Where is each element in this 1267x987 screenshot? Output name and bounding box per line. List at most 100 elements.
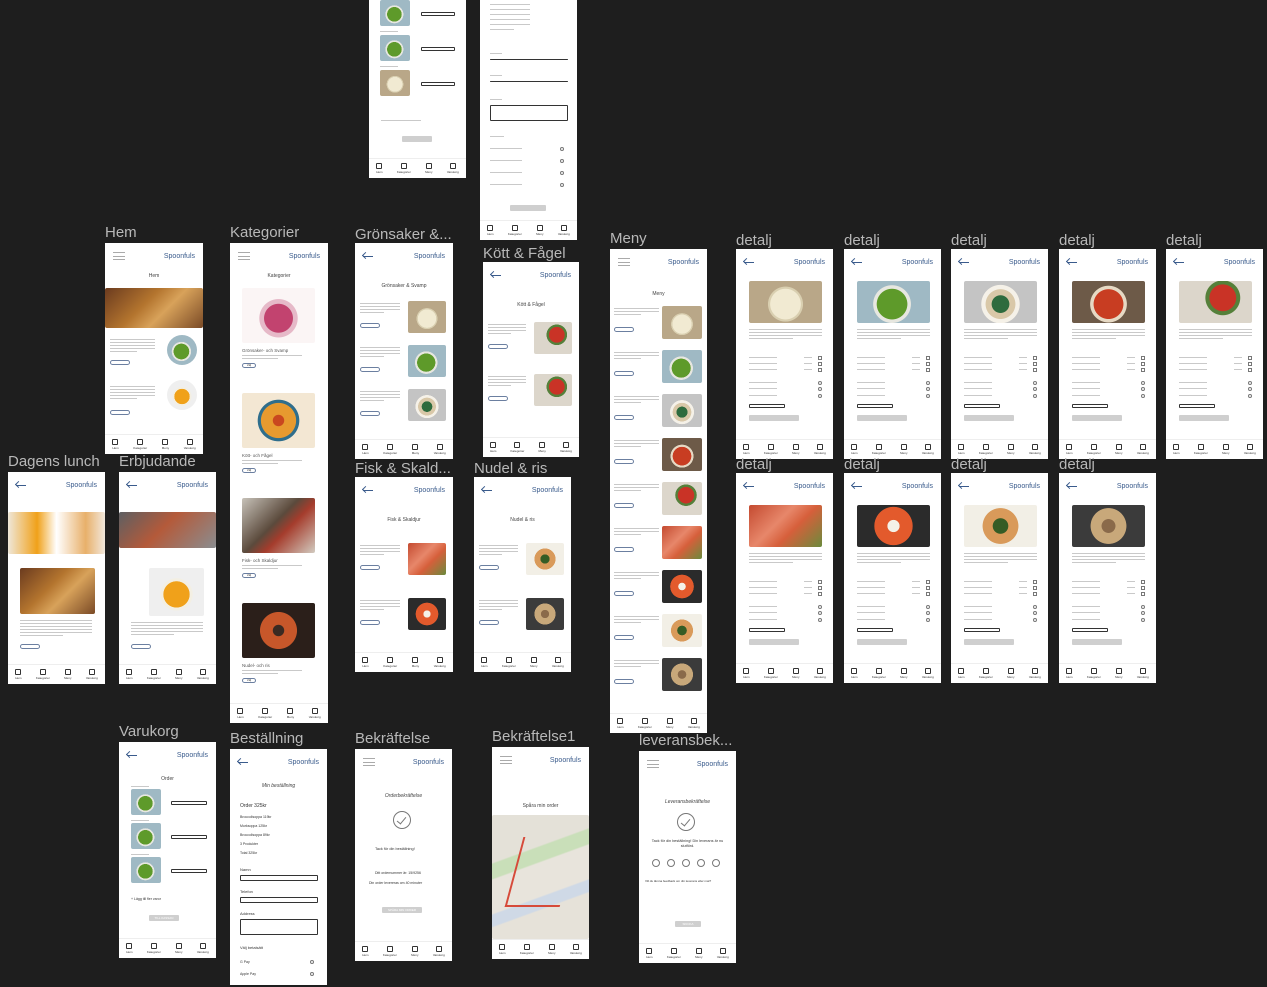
- nav-item-meny[interactable]: Meny: [175, 669, 182, 680]
- quantity-stepper[interactable]: [421, 47, 455, 51]
- option-radio[interactable]: [1033, 611, 1037, 615]
- option-checkbox[interactable]: [926, 592, 930, 596]
- nav-item-hem[interactable]: Hem: [1066, 444, 1073, 455]
- option-radio[interactable]: [926, 387, 930, 391]
- nav-item-varukorg[interactable]: Varukorg: [922, 444, 934, 455]
- nav-item-hem[interactable]: Hem: [481, 657, 488, 668]
- action-button[interactable]: SPÅRA MIN ORDER: [382, 907, 422, 913]
- nav-item-kategorier[interactable]: Kategorier: [1087, 668, 1101, 679]
- payment-radio[interactable]: [310, 960, 314, 964]
- action-button[interactable]: [1072, 415, 1122, 421]
- option-radio[interactable]: [1141, 611, 1145, 615]
- option-checkbox[interactable]: [926, 586, 930, 590]
- choose-button[interactable]: [360, 323, 380, 328]
- action-button[interactable]: [964, 415, 1014, 421]
- option-radio[interactable]: [1033, 387, 1037, 391]
- quantity-stepper[interactable]: [171, 801, 207, 805]
- nav-item-hem[interactable]: Hem: [851, 444, 858, 455]
- option-checkbox[interactable]: [1141, 356, 1145, 360]
- form-field[interactable]: [490, 105, 568, 121]
- choose-button[interactable]: [614, 371, 634, 376]
- nav-item-varukorg[interactable]: Varukorg: [1029, 668, 1041, 679]
- nav-item-varukorg[interactable]: Varukorg: [434, 444, 446, 455]
- option-checkbox[interactable]: [926, 356, 930, 360]
- action-button[interactable]: [402, 136, 432, 142]
- nav-item-kategorier[interactable]: Kategorier: [508, 225, 522, 236]
- nav-item-varukorg[interactable]: Varukorg: [1137, 444, 1149, 455]
- quantity-stepper[interactable]: [1072, 404, 1108, 408]
- nav-item-varukorg[interactable]: Varukorg: [433, 946, 445, 957]
- back-arrow-icon[interactable]: [127, 481, 137, 489]
- nav-item-hem[interactable]: Hem: [487, 225, 494, 236]
- option-radio[interactable]: [1033, 381, 1037, 385]
- choose-button[interactable]: [614, 327, 634, 332]
- nav-item-meny[interactable]: Meny: [792, 668, 799, 679]
- option-radio[interactable]: [818, 618, 822, 622]
- form-field[interactable]: [240, 919, 318, 935]
- nav-item-meny[interactable]: Meny: [1115, 668, 1122, 679]
- nav-item-hem[interactable]: Hem: [958, 444, 965, 455]
- nav-item-meny[interactable]: Meny: [1007, 444, 1014, 455]
- nav-item-varukorg[interactable]: Varukorg: [688, 718, 700, 729]
- quantity-stepper[interactable]: [171, 869, 207, 873]
- nav-item-hem[interactable]: Hem: [1173, 444, 1180, 455]
- quantity-stepper[interactable]: [1179, 404, 1215, 408]
- nav-item-hem[interactable]: Hem: [15, 669, 22, 680]
- nav-item-meny[interactable]: Meny: [64, 669, 71, 680]
- nav-item-varukorg[interactable]: Varukorg: [434, 657, 446, 668]
- back-arrow-icon[interactable]: [744, 258, 754, 266]
- nav-item-kategorier[interactable]: Kategorier: [383, 946, 397, 957]
- option-radio[interactable]: [1248, 394, 1252, 398]
- back-arrow-icon[interactable]: [1174, 258, 1184, 266]
- form-field[interactable]: [240, 875, 318, 881]
- nav-item-hem[interactable]: Hem: [112, 439, 119, 450]
- option-radio[interactable]: [926, 381, 930, 385]
- choose-button[interactable]: [110, 410, 130, 415]
- payment-radio[interactable]: [560, 159, 564, 163]
- back-arrow-icon[interactable]: [959, 482, 969, 490]
- quantity-stepper[interactable]: [857, 404, 893, 408]
- quantity-stepper[interactable]: [1072, 628, 1108, 632]
- nav-item-kategorier[interactable]: Kategorier: [383, 444, 397, 455]
- option-radio[interactable]: [1141, 381, 1145, 385]
- nav-item-meny[interactable]: Meny: [530, 657, 537, 668]
- nav-item-varukorg[interactable]: Varukorg: [814, 444, 826, 455]
- back-arrow-icon[interactable]: [852, 482, 862, 490]
- nav-item-hem[interactable]: Hem: [743, 668, 750, 679]
- choose-button[interactable]: Välj: [242, 363, 256, 368]
- nav-item-kategorier[interactable]: Kategorier: [979, 444, 993, 455]
- nav-item-varukorg[interactable]: Varukorg: [552, 657, 564, 668]
- payment-radio[interactable]: [560, 171, 564, 175]
- back-arrow-icon[interactable]: [852, 258, 862, 266]
- nav-item-kategorier[interactable]: Kategorier: [133, 439, 147, 450]
- action-button[interactable]: [749, 639, 799, 645]
- option-checkbox[interactable]: [926, 580, 930, 584]
- rating-smiley-icon[interactable]: [652, 859, 660, 867]
- choose-button[interactable]: [20, 644, 40, 649]
- action-button[interactable]: [964, 639, 1014, 645]
- nav-item-meny[interactable]: Meny: [287, 708, 294, 719]
- nav-item-hem[interactable]: Hem: [958, 668, 965, 679]
- nav-item-kategorier[interactable]: Kategorier: [147, 669, 161, 680]
- nav-item-varukorg[interactable]: Varukorg: [922, 668, 934, 679]
- nav-item-varukorg[interactable]: Varukorg: [86, 669, 98, 680]
- nav-item-varukorg[interactable]: Varukorg: [560, 442, 572, 453]
- choose-button[interactable]: [360, 565, 380, 570]
- nav-item-meny[interactable]: Meny: [1007, 668, 1014, 679]
- back-arrow-icon[interactable]: [363, 252, 373, 260]
- nav-item-varukorg[interactable]: Varukorg: [717, 948, 729, 959]
- nav-item-hem[interactable]: Hem: [499, 944, 506, 955]
- back-arrow-icon[interactable]: [16, 481, 26, 489]
- option-radio[interactable]: [818, 381, 822, 385]
- nav-item-hem[interactable]: Hem: [743, 444, 750, 455]
- hamburger-menu-icon[interactable]: [618, 258, 630, 266]
- choose-button[interactable]: [360, 411, 380, 416]
- choose-button[interactable]: [488, 344, 508, 349]
- nav-item-meny[interactable]: Meny: [548, 944, 555, 955]
- nav-item-kategorier[interactable]: Kategorier: [147, 943, 161, 954]
- choose-button[interactable]: [360, 620, 380, 625]
- rating-smiley-icon[interactable]: [682, 859, 690, 867]
- option-checkbox[interactable]: [818, 592, 822, 596]
- nav-item-hem[interactable]: Hem: [490, 442, 496, 453]
- nav-item-kategorier[interactable]: Kategorier: [36, 669, 50, 680]
